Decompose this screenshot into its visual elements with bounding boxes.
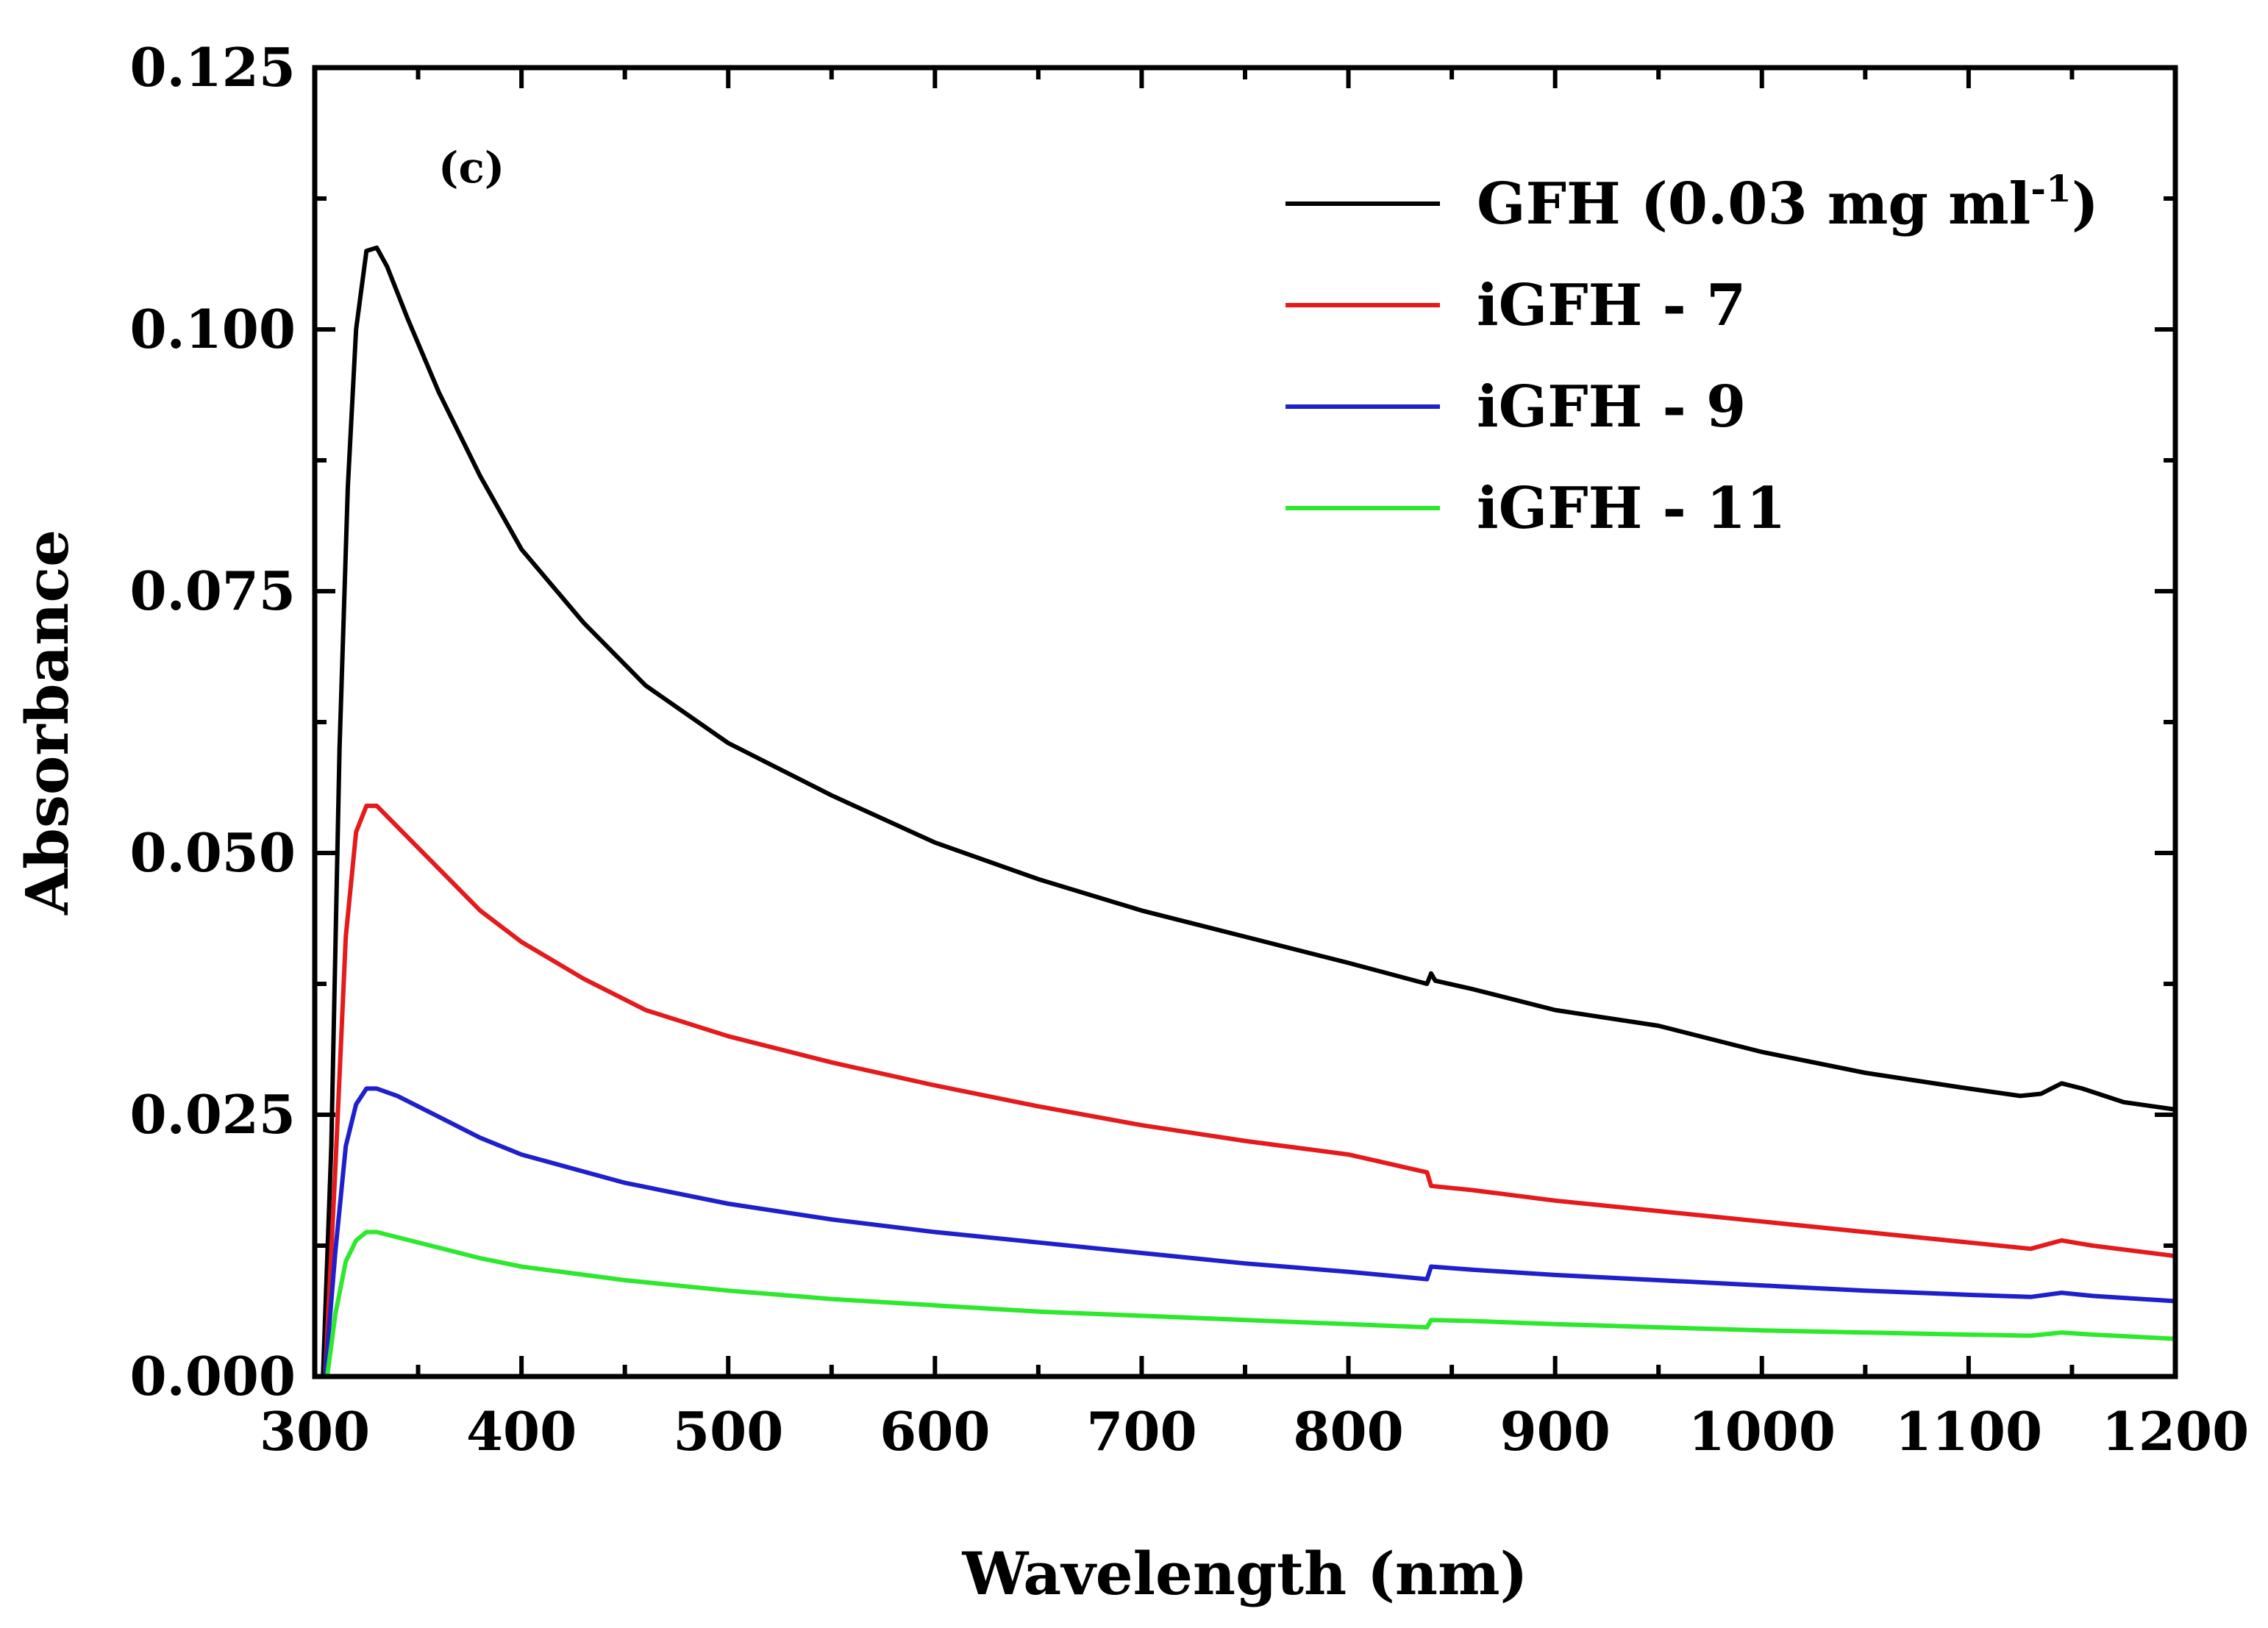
- y-tick-label: 0.025: [130, 1083, 296, 1146]
- series-line-3: [323, 1086, 2178, 1379]
- y-tick-label: 0.125: [130, 36, 296, 99]
- y-tick-label: 0.100: [130, 298, 296, 360]
- series-line-4: [324, 1229, 2178, 1379]
- legend-label-2: iGFH - 7: [1477, 272, 1746, 339]
- x-tick-label: 1000: [1688, 1400, 1836, 1463]
- x-tick-label: 800: [1293, 1400, 1403, 1463]
- x-tick-label: 600: [880, 1400, 990, 1463]
- series-line-1: [321, 245, 2178, 1379]
- legend-label-1: GFH (0.03 mg ml-1): [1477, 167, 2099, 238]
- legend-label-3: iGFH - 9: [1477, 374, 1746, 440]
- panel-label: (c): [438, 143, 504, 193]
- y-tick-label: 0.000: [130, 1345, 296, 1407]
- x-tick-label: 1100: [1895, 1400, 2042, 1463]
- x-tick-label: 300: [260, 1400, 370, 1463]
- y-axis-title: Absorbance: [13, 529, 82, 915]
- x-tick-label: 400: [466, 1400, 577, 1463]
- ticks-layer: 300 400 500 600 700 800 900 1000 1100 1200 0.000 0.…: [130, 36, 2250, 1463]
- legend-label-4: iGFH - 11: [1477, 475, 1786, 542]
- y-tick-label: 0.075: [130, 560, 296, 622]
- x-tick-label: 500: [673, 1400, 783, 1463]
- y-tick-label: 0.050: [130, 821, 296, 884]
- x-axis-title: Wavelength (nm): [962, 1539, 1528, 1608]
- x-tick-label: 900: [1500, 1400, 1611, 1463]
- x-tick-label: 700: [1086, 1400, 1197, 1463]
- series-layer: [321, 245, 2178, 1379]
- x-tick-label: 1200: [2102, 1400, 2249, 1463]
- legend: GFH (0.03 mg ml-1) iGFH - 7 iGFH - 9 iGFH -…: [1285, 167, 2099, 542]
- series-line-2: [323, 803, 2178, 1379]
